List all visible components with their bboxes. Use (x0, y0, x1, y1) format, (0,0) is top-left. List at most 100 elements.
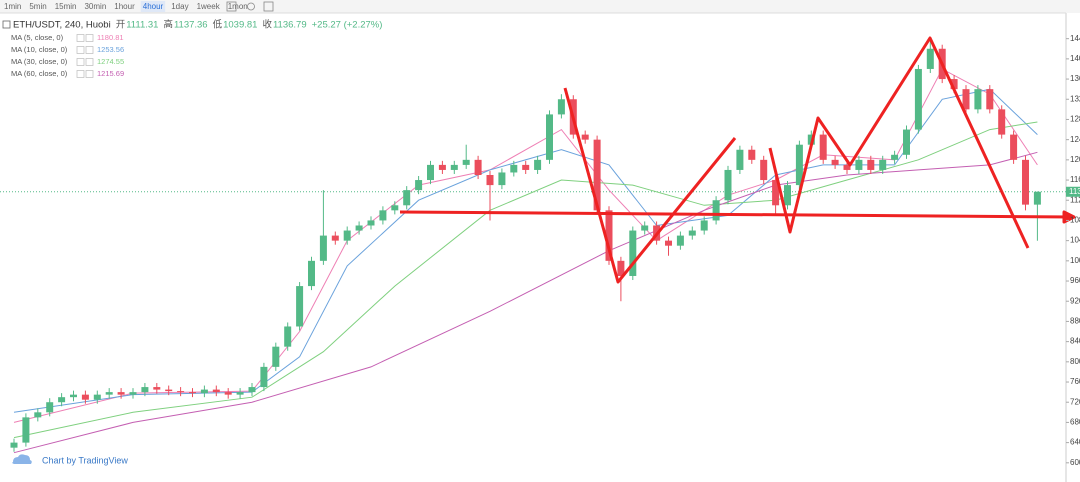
candle-body (926, 48, 934, 69)
candle-body (10, 442, 18, 448)
y-tick-label: 1080 (1070, 216, 1080, 225)
candle-body (688, 230, 696, 236)
candle-body (914, 68, 922, 130)
candle-body (1022, 159, 1029, 205)
candle-body (795, 144, 803, 186)
interval-button[interactable]: 1day (171, 2, 188, 11)
candle-body (46, 402, 54, 413)
legend-symbol: ETH/USDT, 240, Huobi (13, 20, 111, 31)
y-tick-label: 1200 (1070, 155, 1080, 164)
candle-body (724, 169, 732, 201)
candle-body (676, 235, 684, 246)
y-tick-label: 1160 (1070, 175, 1080, 184)
candle-body (391, 205, 399, 211)
y-tick-label: 1040 (1070, 236, 1080, 245)
candle-body (450, 164, 458, 170)
legend-high-label: 高 (163, 19, 173, 31)
candle-body (879, 159, 887, 170)
interval-button[interactable]: 30min (84, 2, 106, 11)
candle-body (58, 397, 66, 403)
candle-body (93, 394, 101, 400)
ma-remove (85, 46, 94, 54)
candle-body (1010, 134, 1018, 160)
attribution[interactable]: Chart by TradingView (42, 455, 128, 465)
candle-body (546, 114, 553, 160)
candle-body (712, 200, 720, 221)
y-tick-label: 840 (1070, 337, 1080, 346)
interval-button[interactable]: 5min (29, 2, 46, 11)
ma-toggle (76, 46, 85, 54)
ma-value: 1215.69 (97, 69, 124, 78)
candle-body (617, 260, 625, 276)
candle-body (319, 235, 327, 261)
candle-body (950, 79, 958, 90)
candle-body (379, 210, 387, 221)
candle-body (819, 134, 827, 160)
interval-button[interactable]: 15min (55, 2, 77, 11)
candle-body (355, 225, 363, 231)
candle-body (331, 235, 339, 241)
icon-compare[interactable] (226, 1, 237, 12)
candle-body (605, 210, 613, 261)
candle-body (748, 149, 756, 160)
candle-body (284, 326, 292, 347)
y-tick-label: 960 (1070, 276, 1080, 285)
ma-name: MA (5, close, 0) (11, 33, 64, 42)
icon-fullscreen[interactable] (263, 1, 274, 12)
candle-body (81, 394, 89, 400)
candle-body (70, 394, 77, 398)
toolbar (0, 0, 1080, 13)
interval-button[interactable]: 1week (197, 2, 221, 11)
y-tick-label: 1320 (1070, 94, 1080, 103)
ma-value: 1274.55 (97, 57, 124, 66)
legend-collapse (2, 20, 11, 29)
candle-body (557, 99, 565, 115)
active-interval (140, 1, 166, 12)
interval-button[interactable]: 1hour (114, 2, 135, 11)
candle-body (522, 164, 530, 170)
icon-settings[interactable] (247, 2, 255, 11)
toolbar-icons (226, 1, 274, 12)
interval-button[interactable]: 1min (4, 2, 21, 11)
candle-body (212, 389, 220, 393)
candle-body (415, 180, 423, 191)
legend-change: +25.27 (+2.27%) (312, 20, 383, 31)
candle-body (1033, 191, 1041, 205)
candle-body (855, 159, 863, 170)
candle-body (165, 389, 173, 392)
ma-remove (85, 70, 94, 78)
candle-body (736, 149, 744, 170)
legend-open: 1111.31 (126, 20, 158, 31)
y-tick-label: 680 (1070, 418, 1080, 427)
y-tick-label: 640 (1070, 438, 1080, 447)
interval-button[interactable]: 4hour (143, 2, 164, 11)
moving-average (13, 68, 1038, 423)
support-line (399, 210, 1075, 219)
candle-body (700, 220, 708, 231)
interval-button[interactable]: 1mon (228, 2, 248, 11)
tradingview-logo (12, 454, 32, 464)
candle-body (962, 89, 970, 110)
candle-body (367, 220, 375, 226)
y-tick-label: 800 (1070, 357, 1080, 366)
ma-value: 1180.81 (97, 33, 124, 42)
candle-body (462, 159, 470, 165)
y-tick-label: 1360 (1070, 74, 1080, 83)
ma-remove (85, 34, 94, 42)
ma-name: MA (30, close, 0) (11, 57, 68, 66)
ma-toggle (76, 58, 85, 66)
y-tick-label: 760 (1070, 377, 1080, 386)
y-tick-label: 920 (1070, 296, 1080, 305)
candle-body (105, 392, 113, 395)
candle-body (534, 159, 542, 170)
candle-body (831, 159, 839, 165)
price-label: 1136.79 (1069, 187, 1080, 196)
legend-low: 1039.81 (223, 20, 257, 31)
y-tick-label: 720 (1070, 397, 1080, 406)
candle-body (998, 109, 1006, 135)
y-tick-label: 1120 (1070, 195, 1080, 204)
trend-drawing (768, 36, 1030, 249)
candle-body (224, 392, 232, 395)
legend-high: 1137.36 (174, 20, 208, 31)
